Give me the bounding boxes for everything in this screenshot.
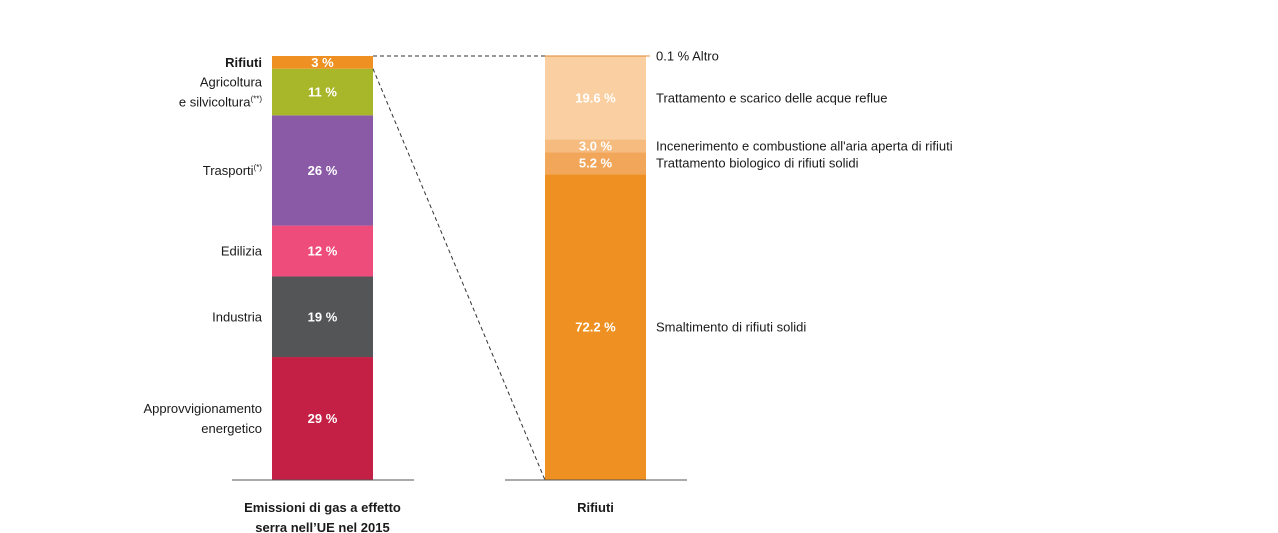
value-label-2: 12 % [308, 244, 338, 259]
right-stacked-bar: 72.2 % Smaltimento di rifiuti solidi 5.2 %… [505, 48, 953, 515]
zoom-connector-lines [372, 55, 650, 481]
category-label-3: Trasporti(*) [203, 163, 263, 178]
waste-value-1: 5.2 % [579, 156, 613, 171]
value-label-1: 19 % [308, 309, 338, 324]
waste-value-2: 3.0 % [579, 138, 613, 153]
category-label-0: Approvvigionamento energetico [143, 401, 262, 436]
waste-value-0: 72.2 % [575, 320, 616, 335]
category-label-2: Edilizia [221, 244, 263, 259]
bar-segment-5 [272, 56, 373, 69]
bar-segment-1 [272, 276, 373, 358]
waste-label-2: Incenerimento e combustione all'aria ape… [656, 138, 953, 153]
category-label-1: Industria [212, 309, 263, 324]
waste-label-1: Trattamento biologico di rifiuti solidi [656, 156, 859, 171]
waste-segment-0 [545, 174, 646, 480]
waste-label-3: Trattamento e scarico delle acque reflue [656, 90, 887, 105]
left-axis-title: Emissioni di gas a effetto serra nell’UE … [244, 500, 401, 533]
value-label-5: 3 % [311, 55, 334, 70]
waste-segment-3 [545, 56, 646, 140]
category-label-5: Rifiuti [225, 55, 262, 70]
bar-segment-3 [272, 115, 373, 226]
value-label-3: 26 % [308, 163, 338, 178]
waste-value-3: 19.6 % [575, 90, 616, 105]
right-axis-title: Rifiuti [577, 500, 614, 515]
waste-segment-2 [545, 139, 646, 153]
waste-segment-1 [545, 152, 646, 175]
bar-segment-4 [272, 68, 373, 116]
value-label-4: 11 % [308, 85, 337, 100]
value-label-0: 29 % [308, 411, 338, 426]
waste-label-0: Smaltimento di rifiuti solidi [656, 320, 806, 335]
bar-segment-2 [272, 225, 373, 277]
connector-bottom [372, 68, 546, 481]
category-label-4: Agricoltura e silvicoltura(**) [179, 75, 263, 110]
left-stacked-bar: 29 % Approvvigionamento energetico 19 % Indu… [143, 55, 414, 533]
waste-label-4: 0.1 % Altro [656, 48, 719, 63]
bar-segment-0 [272, 357, 373, 480]
